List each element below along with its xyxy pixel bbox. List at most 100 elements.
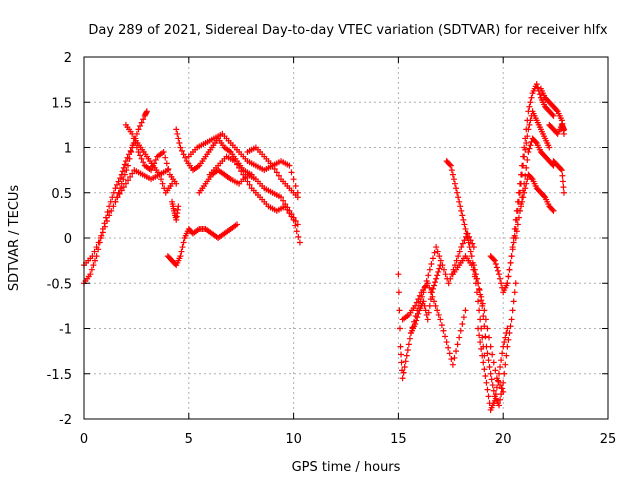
- data-point: [456, 248, 463, 255]
- data-point: [465, 239, 472, 246]
- data-point: [475, 298, 482, 305]
- data-point: [125, 177, 132, 184]
- data-point: [521, 144, 528, 151]
- series-track-y: [546, 121, 567, 137]
- data-point: [491, 257, 498, 264]
- data-point: [461, 221, 468, 228]
- x-axis-label: GPS time / hours: [292, 460, 401, 475]
- data-point: [280, 197, 287, 204]
- data-point: [296, 239, 303, 246]
- data-point: [553, 107, 560, 114]
- data-point: [412, 313, 419, 320]
- data-point: [510, 298, 517, 305]
- data-point: [509, 307, 516, 314]
- data-point: [446, 161, 453, 168]
- data-point: [484, 350, 491, 357]
- data-point: [503, 352, 510, 359]
- data-point: [483, 343, 490, 350]
- data-point: [518, 171, 525, 178]
- grid: [84, 57, 608, 419]
- data-point: [424, 316, 431, 323]
- data-point: [415, 302, 422, 309]
- data-point: [436, 265, 443, 272]
- data-point: [499, 385, 506, 392]
- data-point: [293, 228, 300, 235]
- data-point: [435, 268, 442, 275]
- data-point: [115, 189, 122, 196]
- data-point: [163, 160, 170, 167]
- data-point: [497, 396, 504, 403]
- data-point: [426, 284, 433, 291]
- data-point: [477, 291, 484, 298]
- data-point: [434, 248, 441, 255]
- data-point: [523, 126, 530, 133]
- data-point: [497, 275, 504, 282]
- data-point: [519, 162, 526, 169]
- data-point: [429, 255, 436, 262]
- data-point: [402, 358, 409, 365]
- data-point: [275, 172, 282, 179]
- data-point: [278, 194, 285, 201]
- data-point: [438, 322, 445, 329]
- data-point: [466, 244, 473, 251]
- data-point: [499, 350, 506, 357]
- data-point: [504, 280, 511, 287]
- data-point: [470, 262, 477, 269]
- data-point: [550, 207, 557, 214]
- data-point: [497, 363, 504, 370]
- data-point: [458, 244, 465, 251]
- data-point: [498, 280, 505, 287]
- data-point: [478, 297, 485, 304]
- data-point: [242, 175, 249, 182]
- data-point: [404, 346, 411, 353]
- data-point: [180, 239, 187, 246]
- data-point: [484, 386, 491, 393]
- data-point: [425, 309, 432, 316]
- data-point: [429, 293, 436, 300]
- data-point: [395, 289, 402, 296]
- data-point: [513, 228, 520, 235]
- data-point: [523, 164, 530, 171]
- data-point: [176, 139, 183, 146]
- data-point: [284, 206, 291, 213]
- data-point: [468, 253, 475, 260]
- data-point: [449, 171, 456, 178]
- data-point: [426, 302, 433, 309]
- data-point: [481, 366, 488, 373]
- data-point: [106, 212, 113, 219]
- data-point: [273, 169, 280, 176]
- data-point: [488, 376, 495, 383]
- data-point: [413, 299, 420, 306]
- data-point: [498, 357, 505, 364]
- data-point: [97, 235, 104, 241]
- chart-title: Day 289 of 2021, Sidereal Day-to-day VTE…: [88, 23, 608, 38]
- data-point: [489, 382, 496, 389]
- data-point: [524, 117, 531, 124]
- y-tick-label: -1: [59, 323, 72, 338]
- data-point: [90, 262, 97, 269]
- data-point: [525, 149, 532, 156]
- x-tick-label: 25: [600, 432, 617, 447]
- data-point: [524, 176, 531, 183]
- data-point: [549, 111, 556, 118]
- data-point: [496, 402, 503, 409]
- data-point: [137, 123, 144, 130]
- data-point: [560, 184, 567, 191]
- data-point: [238, 168, 245, 175]
- data-point: [148, 167, 155, 174]
- data-point: [286, 162, 293, 169]
- data-point: [485, 357, 492, 364]
- data-point: [520, 153, 527, 160]
- data-point: [140, 116, 147, 123]
- data-point: [294, 221, 301, 228]
- data-point: [99, 229, 106, 236]
- data-point: [524, 156, 531, 163]
- data-point: [492, 261, 499, 268]
- data-point: [104, 208, 111, 215]
- data-point: [400, 369, 407, 376]
- data-point: [450, 176, 457, 183]
- data-point: [396, 325, 403, 332]
- data-point: [399, 375, 406, 382]
- data-point: [449, 361, 456, 368]
- data-point: [558, 167, 565, 174]
